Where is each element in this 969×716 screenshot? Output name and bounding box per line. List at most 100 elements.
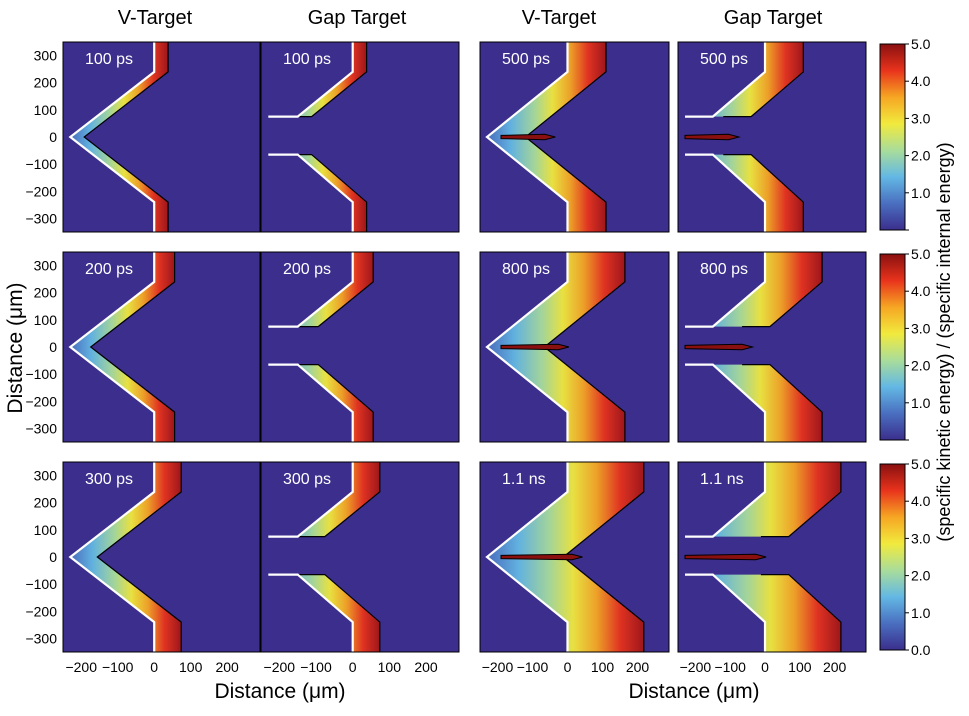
x-tick-label: 100 bbox=[788, 659, 812, 675]
column-title-2: Gap Target bbox=[308, 7, 407, 29]
colorbar-tick-label: 3.0 bbox=[911, 320, 931, 336]
panel-r3-c4: 1.1 ns bbox=[677, 461, 867, 653]
panel-r3-c1: 300 ps bbox=[62, 461, 261, 653]
panel-r1-c1: 100 ps bbox=[62, 41, 261, 233]
target-wall bbox=[685, 153, 767, 232]
target-wall bbox=[685, 42, 767, 118]
plume-region bbox=[70, 462, 182, 652]
colorbar-tick-label: 2.0 bbox=[911, 358, 931, 374]
x-tick-label: 200 bbox=[215, 659, 239, 675]
time-label: 500 ps bbox=[502, 51, 550, 68]
plume-layer bbox=[485, 252, 626, 442]
y-tick-label: −100 bbox=[25, 576, 57, 592]
y-tick-label: 0 bbox=[49, 129, 57, 145]
y-tick-label: −300 bbox=[25, 210, 57, 226]
column-title-4: Gap Target bbox=[724, 7, 823, 29]
x-tick-label: −100 bbox=[517, 659, 549, 675]
plume-layer bbox=[684, 252, 823, 442]
target-wall bbox=[268, 42, 354, 118]
y-tick-label: −100 bbox=[25, 156, 57, 172]
x-tick-label: 200 bbox=[414, 659, 438, 675]
time-label: 1.1 ns bbox=[700, 471, 744, 488]
time-label: 1.1 ns bbox=[502, 471, 546, 488]
colorbar-tick-label: 5.0 bbox=[911, 246, 931, 262]
y-tick-label: −100 bbox=[25, 366, 57, 382]
axial-jet bbox=[684, 133, 741, 141]
panel-border bbox=[479, 461, 670, 653]
panel-border bbox=[260, 41, 460, 233]
panel-border bbox=[677, 41, 867, 233]
plume-region bbox=[487, 252, 625, 442]
x-tick-label: 0 bbox=[761, 659, 769, 675]
plume-layer bbox=[684, 42, 804, 232]
y-tick-label: 100 bbox=[34, 522, 58, 538]
colorbar-tick-label: 1.0 bbox=[911, 395, 931, 411]
plume-region bbox=[268, 252, 374, 327]
plume-region bbox=[685, 252, 823, 327]
colorbar-tick-label: 1.0 bbox=[911, 605, 931, 621]
target-wall bbox=[268, 462, 354, 538]
x-tick-label: −200 bbox=[264, 659, 296, 675]
colorbars: 5.0 4.0 3.0 2.0 1.0 5.0 4.0 3.0 2.0 1.0 5.0 4.0 3.0 2… bbox=[879, 36, 931, 658]
plume-region bbox=[685, 574, 841, 652]
plume-region bbox=[685, 42, 804, 117]
shock-front bbox=[742, 252, 823, 328]
axial-jet bbox=[684, 343, 755, 351]
axial-jet bbox=[684, 553, 767, 561]
x-tick-label: −100 bbox=[102, 659, 134, 675]
colorbar-1 bbox=[879, 43, 906, 231]
shock-front bbox=[723, 42, 804, 118]
panel-border bbox=[62, 251, 261, 443]
colorbar-tick-label: 2.0 bbox=[911, 148, 931, 164]
shock-front bbox=[288, 252, 374, 328]
panel-r3-c3: 1.1 ns bbox=[479, 461, 670, 653]
axial-jet bbox=[500, 133, 556, 141]
y-tick-label: 0 bbox=[49, 549, 57, 565]
x-tick-label: −100 bbox=[300, 659, 332, 675]
panel-r2-c4: 800 ps bbox=[677, 251, 867, 443]
shock-front bbox=[760, 573, 842, 652]
x-tick-label: −100 bbox=[714, 659, 746, 675]
plume-region bbox=[487, 42, 606, 232]
y-tick-label: −200 bbox=[25, 393, 57, 409]
colorbar-3 bbox=[879, 463, 906, 651]
target-wall bbox=[268, 153, 354, 232]
x-axis-title-left: Distance (μm) bbox=[214, 680, 345, 703]
shock-front bbox=[295, 573, 381, 652]
x-tick-label: 0 bbox=[349, 659, 357, 675]
tick-labels: 3002001000−100−200−3003002001000−100−200… bbox=[25, 48, 846, 675]
plume-layer bbox=[485, 462, 645, 652]
x-axis-title-right: Distance (μm) bbox=[628, 680, 759, 703]
colorbar-2 bbox=[879, 253, 906, 441]
column-title-1: V-Target bbox=[118, 7, 193, 29]
target-wall bbox=[685, 252, 767, 328]
plume-region bbox=[685, 462, 841, 537]
target-wall bbox=[485, 42, 569, 232]
target-wall bbox=[485, 462, 569, 652]
shock-front bbox=[760, 462, 842, 538]
target-wall bbox=[685, 462, 767, 538]
axial-jet bbox=[500, 553, 583, 561]
colorbar-tick-label: 5.0 bbox=[911, 36, 931, 52]
time-label: 200 ps bbox=[283, 261, 331, 278]
colorbar-tick-label: 4.0 bbox=[911, 283, 931, 299]
y-axis-title: Distance (μm) bbox=[4, 282, 27, 413]
shock-front bbox=[89, 252, 176, 442]
time-label: 300 ps bbox=[85, 471, 133, 488]
panel-r2-c2: 200 ps bbox=[260, 251, 460, 443]
y-tick-label: 200 bbox=[34, 75, 58, 91]
y-tick-label: 200 bbox=[34, 495, 58, 511]
y-tick-label: 200 bbox=[34, 285, 58, 301]
time-label: 300 ps bbox=[283, 471, 331, 488]
target-wall bbox=[685, 573, 767, 652]
y-tick-label: 300 bbox=[34, 48, 58, 64]
shock-front bbox=[83, 42, 169, 232]
panel-border bbox=[62, 41, 261, 233]
panel-r1-c4: 500 ps bbox=[677, 41, 867, 233]
colorbar-tick-label: 4.0 bbox=[911, 493, 931, 509]
colorbar-tick-label: 3.0 bbox=[911, 110, 931, 126]
plume-layer bbox=[268, 462, 381, 652]
plume-layer bbox=[268, 252, 374, 442]
plume-region bbox=[268, 574, 380, 652]
